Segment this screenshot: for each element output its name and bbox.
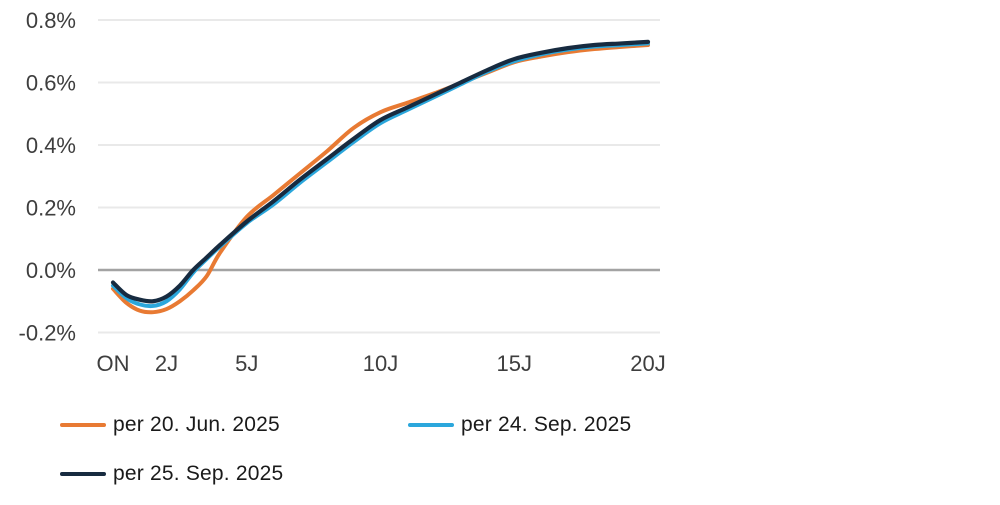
legend-item-sep25-2025: per 25. Sep. 2025 <box>60 462 408 486</box>
y-tick-label: 0.6% <box>26 71 76 96</box>
legend-item-jun-2025: per 20. Jun. 2025 <box>60 413 408 437</box>
legend-swatch-orange <box>60 422 106 427</box>
x-tick-label: 5J <box>235 351 258 376</box>
series-line-2 <box>110 39 651 304</box>
legend-swatch-navy <box>60 471 106 476</box>
legend-item-sep24-2025: per 24. Sep. 2025 <box>408 413 631 437</box>
x-tick-label: ON <box>97 351 130 376</box>
x-tick-label: 20J <box>630 351 665 376</box>
legend-label: per 25. Sep. 2025 <box>113 461 284 485</box>
y-tick-label: 0.0% <box>26 258 76 283</box>
legend-label: per 20. Jun. 2025 <box>113 412 280 436</box>
legend: per 20. Jun. 2025 per 24. Sep. 2025 per … <box>60 400 631 498</box>
x-tick-label: 10J <box>363 351 398 376</box>
y-tick-label: 0.2% <box>26 196 76 221</box>
legend-swatch-lightblue <box>408 422 454 427</box>
y-tick-label: 0.4% <box>26 133 76 158</box>
legend-label: per 24. Sep. 2025 <box>461 412 632 436</box>
plot-area: 0.8% 0.6% 0.4% 0.2% 0.0% -0.2% ON 2J 5J 10J 15J 20J <box>19 8 666 376</box>
y-tick-label: 0.8% <box>26 8 76 33</box>
x-tick-label: 15J <box>497 351 532 376</box>
series-line-0 <box>111 43 650 315</box>
x-tick-label: 2J <box>155 351 178 376</box>
y-tick-label: -0.2% <box>19 321 76 346</box>
